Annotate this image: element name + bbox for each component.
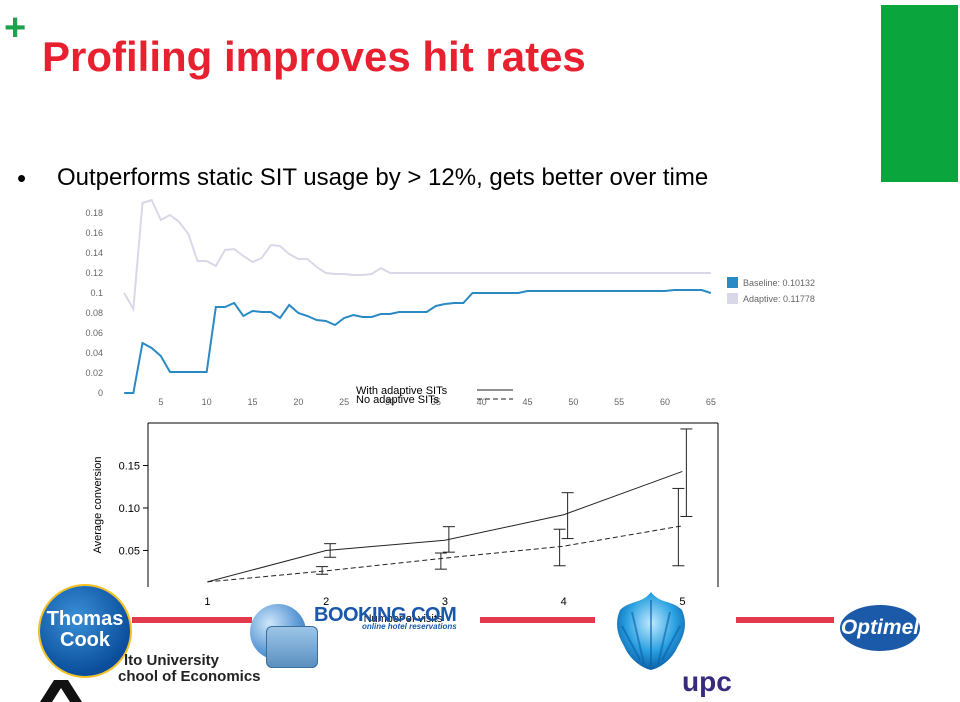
hit-rate-chart: 0 0.02 0.04 0.06 0.08 0.1 0.12 0.14 0.16 0.18 5 10 1…	[85, 198, 815, 407]
y-tick-label: 0.05	[119, 545, 140, 557]
aalto-logo-text: chool of Economics	[118, 668, 261, 685]
y-tick-label: 0.16	[85, 228, 103, 238]
legend-label: Adaptive: 0.11778	[743, 294, 815, 304]
x-tick-label: 15	[247, 397, 257, 407]
y-tick-label: 0.14	[85, 248, 103, 258]
legend-label: Baseline: 0.10132	[743, 278, 815, 288]
thomas-cook-logo-text: Cook	[60, 629, 110, 651]
legend-swatch	[727, 293, 738, 304]
upc-logo-icon	[617, 592, 685, 670]
aalto-logo-text: lto University	[124, 652, 220, 669]
y-tick-label: 0.12	[85, 268, 103, 278]
x-tick-label: 10	[202, 397, 212, 407]
y-tick-label: 0.1	[90, 288, 103, 298]
x-tick-label: 60	[660, 397, 670, 407]
x-tick-label: 40	[477, 397, 487, 407]
plus-icon: +	[4, 7, 27, 49]
x-tick-label: 3	[442, 596, 448, 608]
x-tick-label: 50	[568, 397, 578, 407]
x-tick-label: 2	[323, 596, 329, 608]
booking-logo-text: BOOKING.COM	[314, 604, 457, 626]
x-tick-label: 4	[561, 596, 567, 608]
upc-logo-text: upc	[682, 666, 732, 697]
legend-label: With adaptive SITs	[356, 385, 448, 397]
x-tick-label: 1	[204, 596, 210, 608]
series-line-baseline	[124, 289, 712, 394]
y-tick-label: 0.18	[85, 208, 103, 218]
x-axis-label: Number of visits	[364, 613, 443, 625]
x-tick-label: 35	[431, 397, 441, 407]
series-line-adaptive	[123, 198, 711, 313]
bullet-text: Outperforms static SIT usage by > 12%, g…	[57, 164, 709, 191]
series-line-no-adaptive	[207, 525, 683, 583]
y-tick-label: 0	[98, 388, 103, 398]
legend-swatch	[727, 277, 738, 288]
optimel-logo: Optimel	[840, 605, 920, 651]
thomas-cook-logo-text: Thomas	[46, 608, 124, 630]
x-tick-label: 5	[679, 596, 685, 608]
suitcase-icon	[266, 626, 318, 668]
red-band	[736, 617, 834, 623]
red-band	[480, 617, 595, 623]
x-tick-label: 25	[339, 397, 349, 407]
x-tick-label: 45	[522, 397, 532, 407]
y-tick-label: 0.15	[119, 460, 140, 472]
y-tick-label: 0.02	[85, 368, 103, 378]
red-band	[132, 617, 252, 623]
x-tick-label: 55	[614, 397, 624, 407]
x-tick-label: 30	[385, 397, 395, 407]
x-tick-label: 65	[706, 397, 716, 407]
slide-title: Profiling improves hit rates	[42, 33, 586, 80]
aalto-logo-mark	[40, 680, 82, 702]
y-tick-label: 0.10	[119, 503, 140, 515]
booking-logo-tagline: online hotel reservations	[362, 622, 457, 631]
legend-label: No adaptive SITs	[356, 394, 440, 406]
bullet-icon: •	[17, 163, 27, 193]
x-tick-label: 20	[293, 397, 303, 407]
y-axis-label: Average conversion	[92, 456, 104, 553]
thomas-cook-logo	[40, 586, 130, 676]
x-tick-label: 5	[158, 397, 163, 407]
green-accent-box	[881, 5, 958, 182]
series-line-with-adaptive	[207, 470, 683, 583]
y-tick-label: 0.06	[85, 328, 103, 338]
y-tick-label: 0.08	[85, 308, 103, 318]
y-tick-label: 0.04	[85, 348, 103, 358]
